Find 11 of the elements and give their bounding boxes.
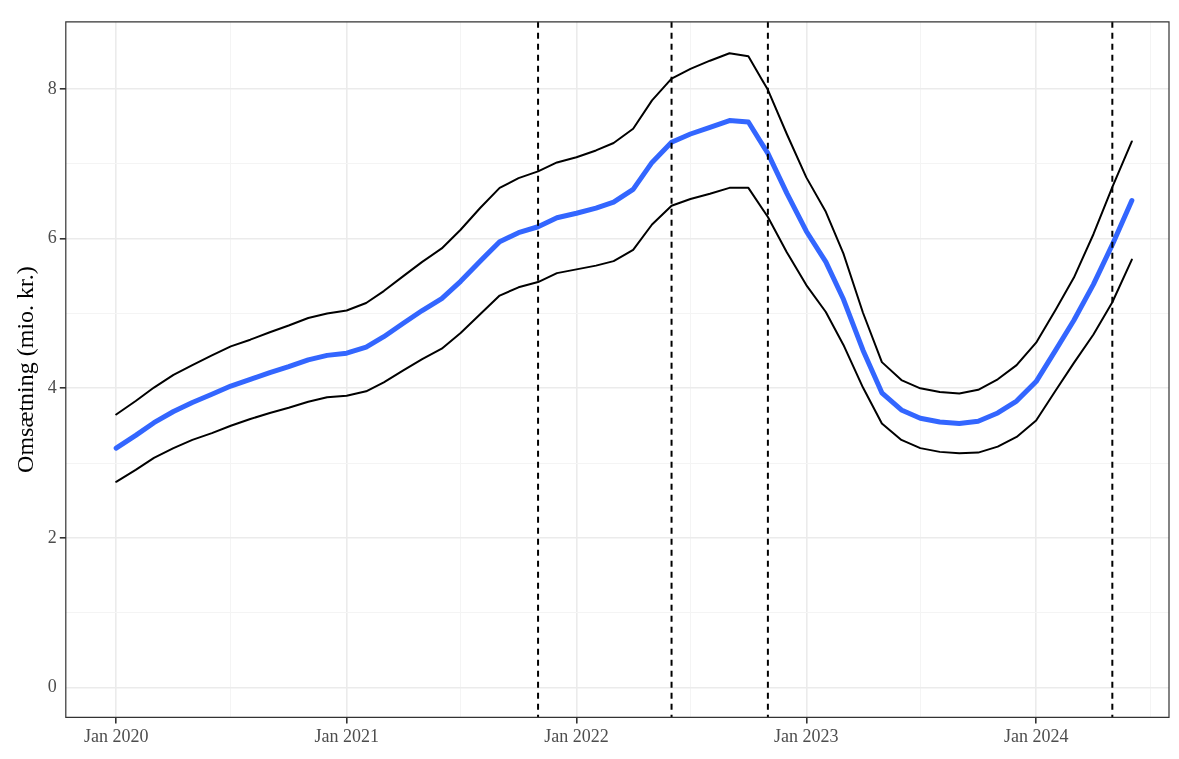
x-tick-label: Jan 2021	[314, 725, 379, 746]
y-tick-label: 6	[47, 227, 57, 248]
y-axis-title: Omsætning (mio. kr.)	[11, 266, 38, 473]
x-tick-label: Jan 2023	[774, 725, 839, 746]
x-tick-label: Jan 2020	[83, 725, 149, 746]
x-tick-label: Jan 2024	[1003, 725, 1069, 746]
y-tick-label: 8	[47, 77, 57, 98]
y-tick-label: 0	[47, 676, 57, 697]
x-tick-label: Jan 2022	[544, 725, 609, 746]
y-tick-label: 2	[47, 526, 57, 547]
y-tick-label: 4	[47, 377, 57, 398]
